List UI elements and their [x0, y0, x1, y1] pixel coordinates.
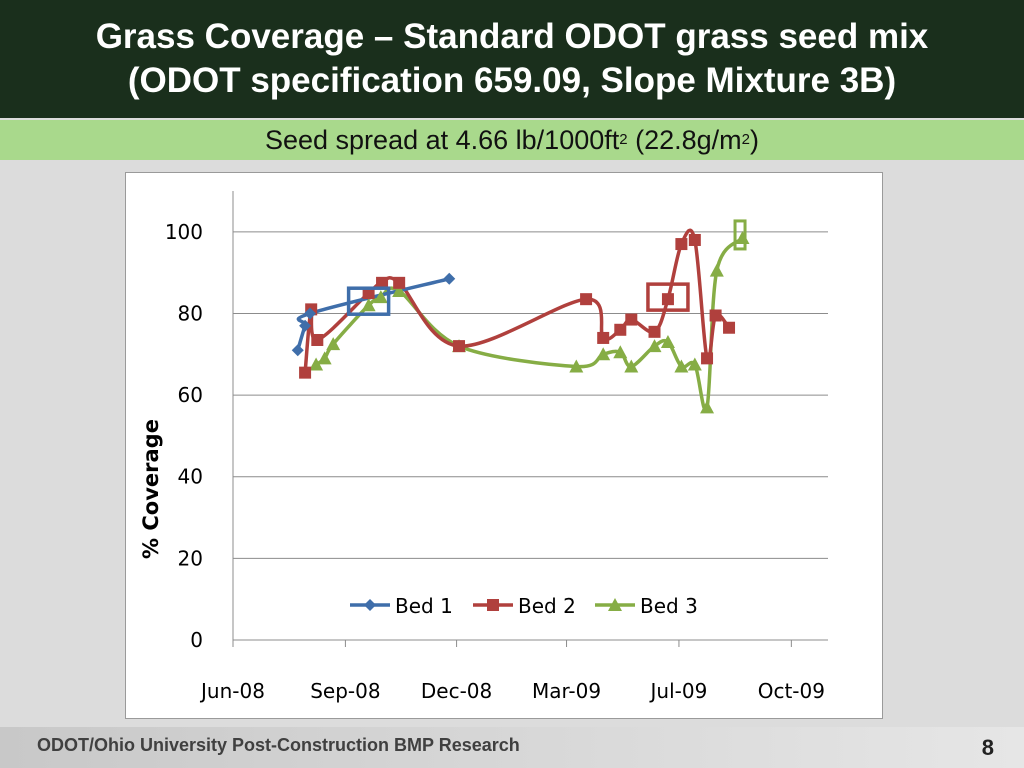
x-tick-label: Mar-09: [532, 679, 601, 703]
bed-2-point: [675, 238, 688, 251]
x-tick-label: Sep-08: [310, 679, 380, 703]
y-tick-label: 80: [178, 301, 203, 325]
chart-legend: Bed 1 Bed 2 Bed 3: [350, 594, 698, 618]
subtitle-middle: (22.8g/m: [627, 124, 742, 155]
y-tick-label: 20: [178, 546, 203, 570]
slide-header: Grass Coverage – Standard ODOT grass see…: [0, 0, 1024, 118]
slide-title-line-1: Grass Coverage – Standard ODOT grass see…: [95, 17, 929, 56]
markers-group: [291, 230, 750, 414]
subtitle-bar: Seed spread at 4.66 lb/1000ft 2 (22.8g/m 2…: [0, 120, 1024, 160]
bed-1-point: [299, 319, 312, 332]
coverage-chart: 0 20 40 60 80 100 Jun-08 Sep-08 Dec-08 Mar-09 Jul-…: [139, 191, 828, 703]
bed-3-point: [647, 339, 662, 353]
bed-2-point: [299, 366, 312, 379]
bed-3-point: [392, 284, 407, 298]
bed-3-point: [361, 298, 376, 312]
bed-3-point: [624, 359, 639, 373]
legend-bed-2-marker: [487, 599, 499, 611]
bed-3-point: [660, 335, 675, 349]
legend-bed-1-label: Bed 1: [395, 594, 453, 618]
y-tick-label: 60: [178, 383, 203, 407]
bed-3-point: [687, 357, 702, 371]
bed-2-point: [453, 340, 466, 353]
bed-3-point: [700, 400, 715, 414]
bed-2-point: [580, 293, 593, 306]
bed-3-point: [674, 359, 689, 373]
y-tick-label: 0: [190, 628, 203, 652]
axes: 0 20 40 60 80 100 Jun-08 Sep-08 Dec-08 Mar-09 Jul-…: [165, 191, 828, 703]
slide-title-line-2: (ODOT specification 659.09, Slope Mixtur…: [127, 61, 897, 100]
footer-bar: ODOT/Ohio University Post-Construction B…: [0, 727, 1024, 768]
bed-2-point: [701, 352, 714, 365]
bed-2-point: [393, 276, 406, 289]
highlight-group: [346, 219, 747, 316]
bed-3-point: [326, 337, 341, 351]
legend-bed-3-label: Bed 3: [640, 594, 698, 618]
y-axis-label: % Coverage: [139, 419, 163, 559]
bed-2-highlight-box: [646, 282, 690, 312]
page-number: 8: [981, 735, 994, 760]
legend-bed-2-label: Bed 2: [518, 594, 576, 618]
bed-2-point: [625, 313, 638, 326]
bed-2-point: [597, 331, 610, 344]
bed-2-point: [688, 233, 701, 246]
grid-lines: [233, 231, 828, 559]
bed-3-point: [309, 357, 324, 371]
x-tick-label: Jul-09: [649, 679, 708, 703]
bed-2-point: [661, 293, 674, 306]
x-tick-label: Jun-08: [199, 679, 265, 703]
bed-1-point: [291, 344, 304, 357]
bed-1-point: [443, 272, 456, 285]
bed-2-point: [648, 325, 661, 338]
subtitle-prefix: Seed spread at 4.66 lb/1000ft: [264, 124, 620, 155]
chart-container: 0 20 40 60 80 100 Jun-08 Sep-08 Dec-08 Mar-09 Jul-…: [125, 172, 883, 719]
subtitle-suffix: ): [750, 124, 760, 155]
bed-3-point: [613, 345, 628, 359]
bed-3-point: [373, 290, 388, 304]
footer-text: ODOT/Ohio University Post-Construction B…: [37, 735, 520, 755]
bed-2-point: [311, 333, 324, 346]
bed-2-point: [376, 276, 389, 289]
bed-3-highlight-box: [733, 219, 747, 251]
x-tick-label: Oct-09: [758, 679, 825, 703]
bed-3-point: [596, 347, 611, 361]
bed-1-highlight-box: [346, 286, 391, 316]
bed-3-point: [735, 230, 750, 244]
bed-2-point: [709, 309, 722, 322]
bed-2-point: [362, 287, 375, 300]
bed-3-point: [317, 351, 332, 365]
bed-3-point: [709, 263, 724, 277]
bed-3-point: [569, 359, 584, 373]
legend-bed-1-marker: [364, 599, 376, 611]
x-tick-label: Dec-08: [421, 679, 492, 703]
bed-1-point: [303, 307, 316, 320]
legend-bed-3-marker: [608, 598, 622, 611]
series-group: [296, 228, 744, 412]
y-tick-label: 100: [165, 220, 203, 244]
bed-2-point: [723, 321, 736, 334]
y-tick-label: 40: [178, 465, 203, 489]
bed-2-point: [614, 323, 627, 336]
